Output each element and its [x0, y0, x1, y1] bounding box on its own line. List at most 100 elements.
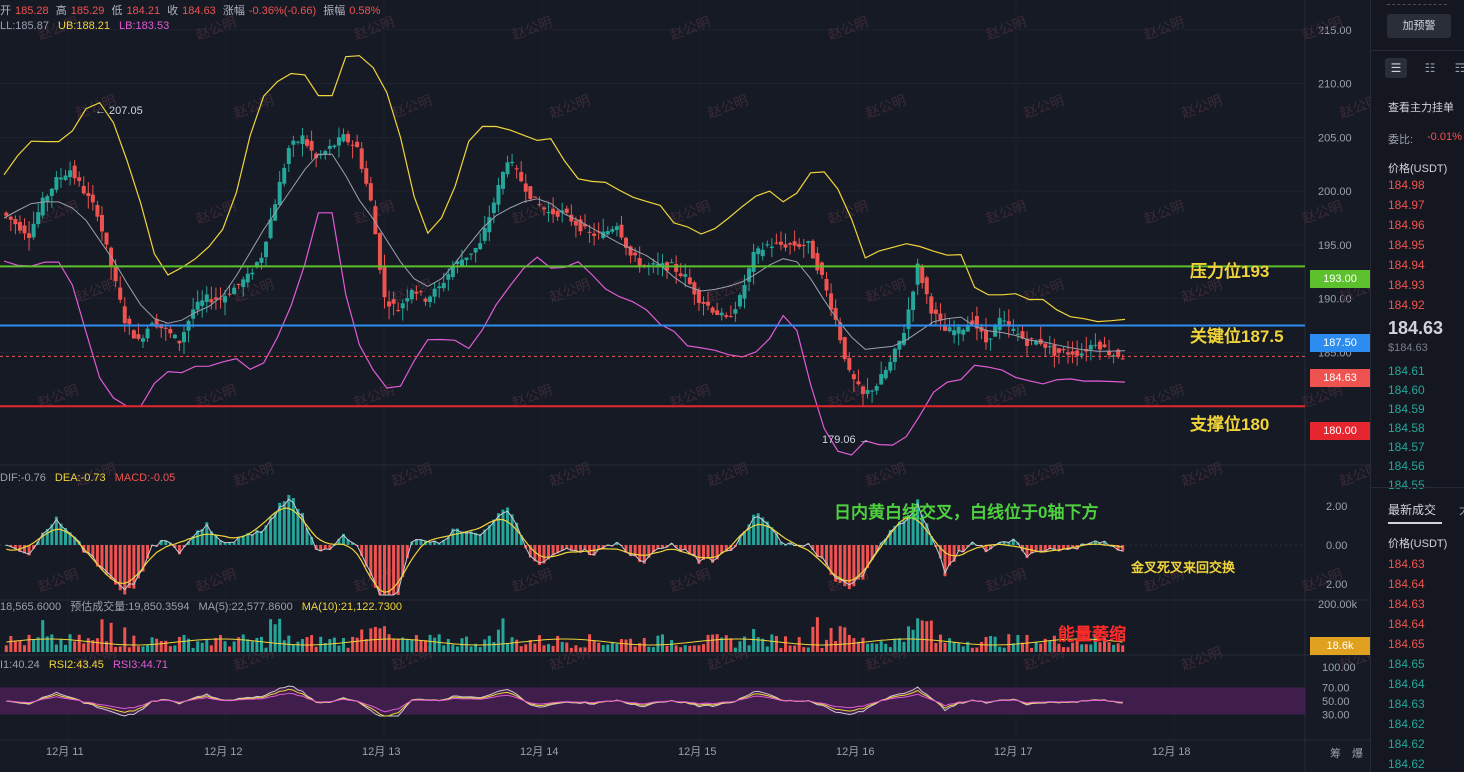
volume-bar — [651, 647, 655, 652]
trade-price[interactable]: 184.62 — [1388, 757, 1425, 771]
volume-bar — [948, 638, 952, 652]
candle-body — [118, 287, 123, 300]
candle-body — [8, 216, 13, 220]
watermark-text: 赵公明 — [352, 14, 397, 43]
liquidation-icon[interactable]: 爆 — [1352, 748, 1363, 760]
change-value: -0.36%(-0.66) — [248, 5, 317, 17]
macd-bar — [1034, 545, 1038, 553]
book-bids-icon[interactable]: ☷ — [1424, 61, 1436, 75]
ask-price[interactable]: 184.98 — [1388, 178, 1425, 192]
volume-bar — [250, 641, 254, 652]
volume-bar — [424, 640, 428, 652]
trade-price[interactable]: 184.64 — [1388, 577, 1425, 591]
bid-price[interactable]: 184.56 — [1388, 459, 1425, 473]
volume-bar — [533, 643, 537, 652]
macd-bar — [173, 545, 177, 548]
ask-price[interactable]: 184.92 — [1388, 298, 1425, 312]
macd-bar — [118, 545, 122, 591]
view-orders-link[interactable]: 查看主力挂单 — [1388, 102, 1454, 114]
ask-price[interactable]: 184.94 — [1388, 258, 1425, 272]
macd-bar — [519, 535, 523, 545]
trade-price[interactable]: 184.62 — [1388, 737, 1425, 751]
trade-price[interactable]: 184.63 — [1388, 697, 1425, 711]
ask-price[interactable]: 184.96 — [1388, 218, 1425, 232]
volume-bar — [784, 636, 788, 652]
volume-bar — [437, 634, 441, 652]
macd-bar — [925, 523, 929, 545]
volume-bar — [414, 635, 418, 652]
watermark-text: 赵公明 — [863, 277, 908, 306]
volume-price-tag: 18.6k — [1310, 637, 1370, 655]
macd-bar — [656, 545, 660, 550]
bid-price[interactable]: 184.60 — [1388, 383, 1425, 397]
watermark-text: 赵公明 — [73, 277, 118, 306]
macd-bar — [223, 542, 227, 545]
macd-bar — [64, 527, 68, 545]
volume-bar — [218, 635, 222, 652]
trades-tab-large[interactable]: 大 — [1459, 501, 1464, 518]
bid-price[interactable]: 184.55 — [1388, 478, 1425, 492]
volume-bar — [756, 637, 760, 652]
candle-body — [1056, 348, 1061, 353]
watermark-text: 赵公明 — [547, 277, 592, 306]
volume-bar — [578, 647, 582, 652]
macd-bar — [569, 545, 573, 551]
chip-icon[interactable]: 筹 — [1330, 748, 1341, 760]
ask-price[interactable]: 184.95 — [1388, 238, 1425, 252]
watermark-text: 赵公明 — [1021, 93, 1066, 122]
trade-price[interactable]: 184.63 — [1388, 557, 1425, 571]
trade-price[interactable]: 184.63 — [1388, 597, 1425, 611]
open-value: 185.28 — [15, 5, 49, 17]
volume-bar — [95, 638, 99, 652]
book-asks-icon[interactable]: ☶ — [1449, 58, 1464, 78]
macd-bar — [761, 517, 765, 545]
book-both-icon[interactable]: ☰ — [1385, 58, 1407, 78]
bid-price[interactable]: 184.61 — [1388, 364, 1425, 378]
add-alert-button[interactable]: 加预警 — [1387, 14, 1451, 38]
volume-bar — [989, 635, 993, 652]
macd-bar — [861, 545, 865, 580]
candle-body — [1006, 321, 1011, 326]
macd-bar — [1052, 545, 1056, 550]
candle-body — [911, 291, 916, 311]
macd-bar — [907, 514, 911, 545]
trade-price[interactable]: 184.65 — [1388, 657, 1425, 671]
bid-price[interactable]: 184.57 — [1388, 440, 1425, 454]
volume-bar — [811, 626, 815, 652]
chart-canvas[interactable]: 215.00 210.00 205.00 200.00 195.00 190.00 185.… — [0, 0, 1370, 772]
volume-bar — [815, 617, 819, 652]
bid-price[interactable]: 184.58 — [1388, 421, 1425, 435]
candle-body — [719, 312, 724, 316]
watermark-text: 赵公明 — [510, 14, 555, 43]
bid-price[interactable]: 184.59 — [1388, 402, 1425, 416]
candle-body — [478, 243, 483, 250]
volume-bar — [100, 619, 104, 652]
volume-bar — [1102, 637, 1106, 652]
candle-body — [491, 202, 496, 214]
macd-bar — [938, 545, 942, 559]
trade-price[interactable]: 184.65 — [1388, 637, 1425, 651]
volume-bar — [68, 634, 72, 652]
macd-bar — [27, 545, 31, 556]
volume-bar — [920, 620, 924, 652]
ask-price[interactable]: 184.93 — [1388, 278, 1425, 292]
change-label: 涨幅 — [222, 5, 245, 17]
volume-bar — [187, 638, 191, 652]
candle-body — [1107, 350, 1112, 356]
volume-bar — [774, 636, 778, 652]
chart-area[interactable]: 215.00 210.00 205.00 200.00 195.00 190.00 185.… — [0, 0, 1370, 772]
candle-body — [715, 310, 720, 315]
candle-body — [122, 306, 127, 324]
trades-tab[interactable]: 最新成交 — [1388, 503, 1437, 517]
ask-price[interactable]: 184.97 — [1388, 198, 1425, 212]
candle-body — [455, 261, 460, 264]
macd-bar — [241, 535, 245, 545]
trade-price[interactable]: 184.62 — [1388, 717, 1425, 731]
macd-bar — [893, 525, 897, 545]
candle-body — [36, 212, 41, 225]
candle-body — [532, 196, 537, 198]
trade-price[interactable]: 184.64 — [1388, 617, 1425, 631]
macd-bar — [706, 545, 710, 559]
candle-body — [22, 225, 27, 234]
trade-price[interactable]: 184.64 — [1388, 677, 1425, 691]
